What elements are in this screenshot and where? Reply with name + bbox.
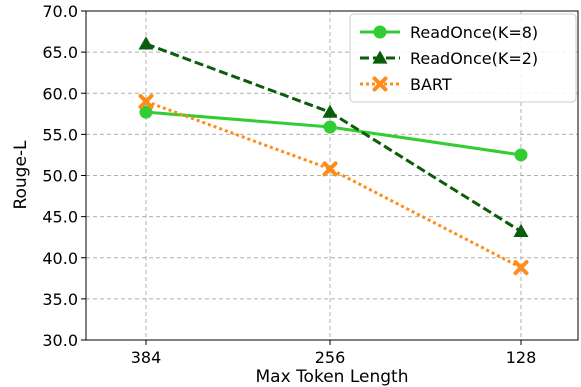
legend-label: BART — [410, 75, 452, 94]
y-axis-label: Rouge-L — [11, 140, 31, 210]
y-tick-label: 30.0 — [42, 331, 78, 350]
data-point — [322, 161, 338, 177]
x-axis-label: Max Token Length — [256, 367, 409, 387]
series-3 — [138, 93, 529, 276]
x-tick-label: 384 — [131, 348, 162, 367]
y-tick-label: 50.0 — [42, 167, 78, 186]
legend-item: ReadOnce(K=8) — [360, 23, 538, 42]
x-tick-label: 128 — [506, 348, 537, 367]
legend-label: ReadOnce(K=8) — [410, 23, 538, 42]
legend-marker — [373, 25, 387, 39]
legend-item: BART — [360, 75, 452, 94]
y-tick-label: 40.0 — [42, 249, 78, 268]
y-tick-label: 55.0 — [42, 125, 78, 144]
x-axis: 384 256 128 — [131, 340, 537, 367]
data-point — [514, 148, 528, 162]
data-point — [322, 104, 338, 118]
y-tick-label: 35.0 — [42, 290, 78, 309]
data-point — [138, 36, 154, 50]
y-tick-label: 60.0 — [42, 84, 78, 103]
data-point — [513, 223, 529, 238]
legend: ReadOnce(K=8) ReadOnce(K=2) BART — [349, 13, 577, 103]
y-tick-label: 65.0 — [42, 43, 78, 62]
data-point — [513, 260, 529, 276]
series-2 — [138, 36, 529, 238]
legend-item: ReadOnce(K=2) — [360, 49, 538, 68]
legend-marker — [372, 76, 388, 92]
data-point — [323, 120, 337, 134]
series-layer — [138, 36, 529, 276]
data-point — [139, 105, 153, 119]
series-1 — [139, 105, 528, 162]
grid — [86, 11, 578, 340]
legend-marker — [372, 50, 388, 64]
series-line — [145, 110, 522, 157]
legend-box — [349, 13, 577, 103]
y-axis: 30.0 35.0 40.0 45.0 50.0 55.0 60.0 65.0 70.0 — [42, 2, 86, 350]
x-tick-label: 256 — [315, 348, 346, 367]
data-point — [138, 93, 154, 109]
legend-label: ReadOnce(K=2) — [410, 49, 538, 68]
y-tick-label: 45.0 — [42, 208, 78, 227]
y-tick-label: 70.0 — [42, 2, 78, 21]
